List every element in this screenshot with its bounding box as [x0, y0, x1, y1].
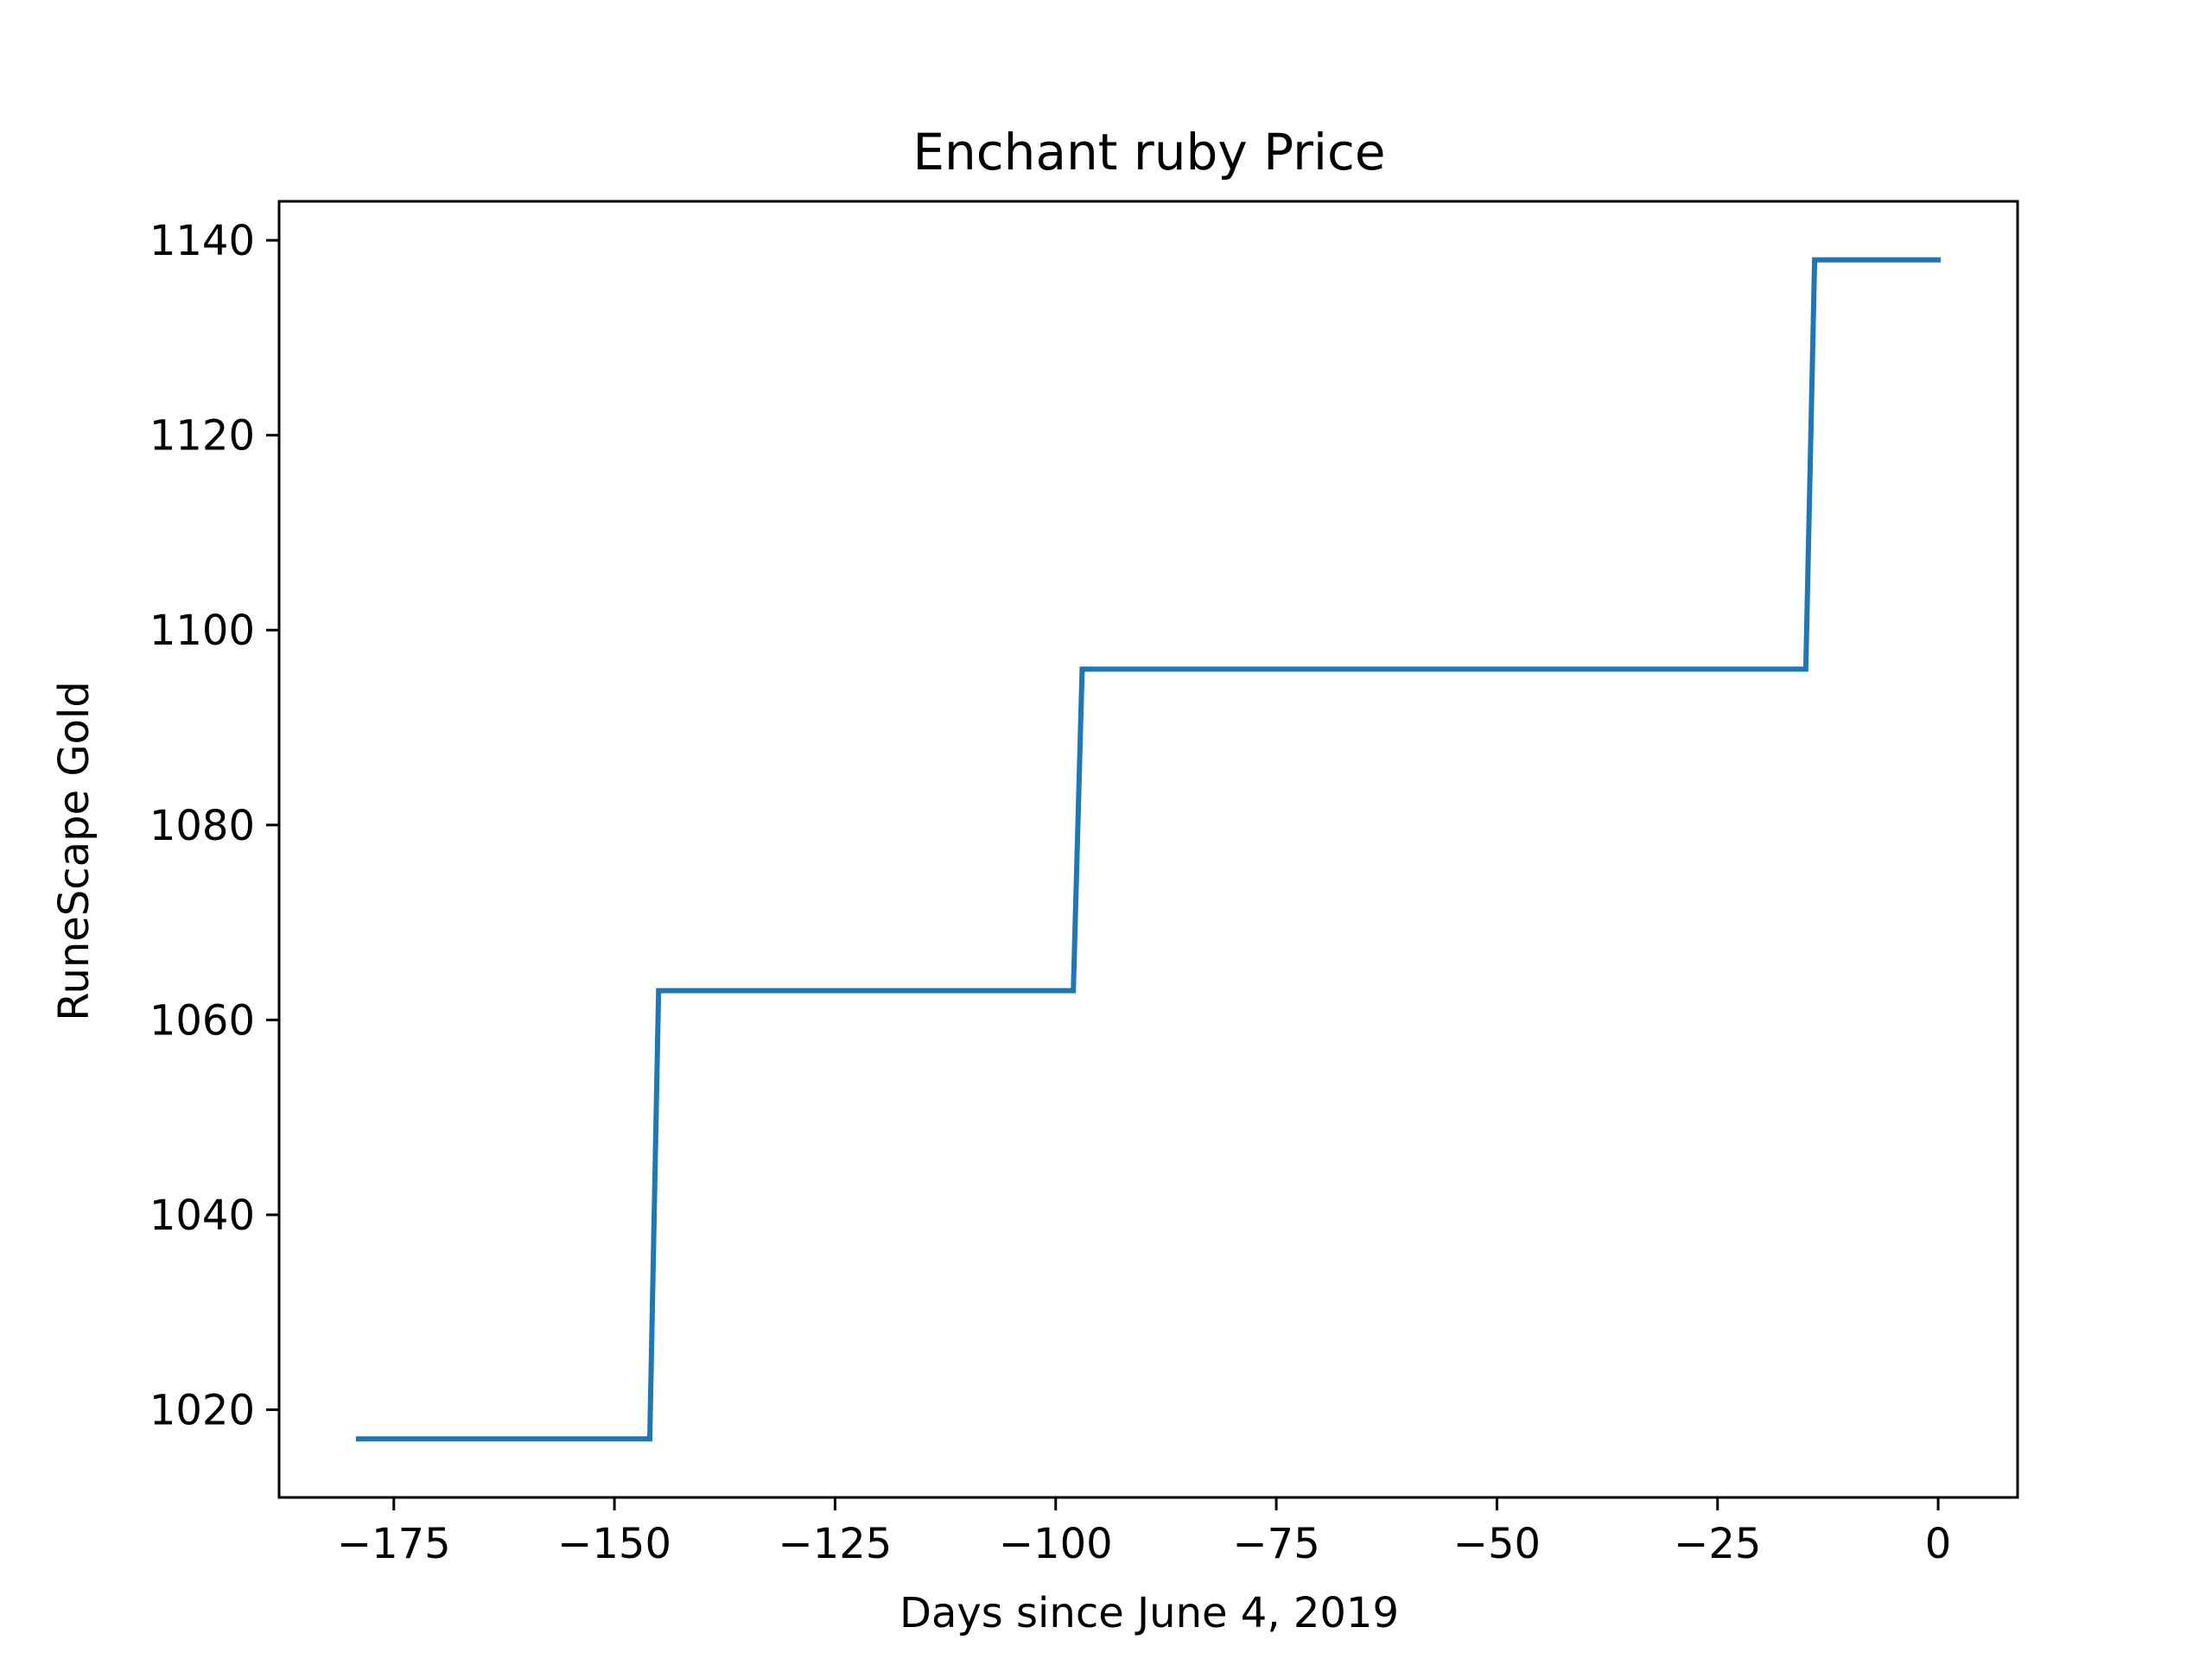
axes-frame [277, 200, 2019, 1499]
x-tick-label: −125 [779, 1520, 893, 1568]
x-tick-label: 0 [1925, 1520, 1952, 1568]
y-tick-label: 1040 [149, 1192, 255, 1240]
plot-area [355, 257, 1942, 1442]
y-tick-label: 1080 [149, 802, 255, 850]
y-axis: 1020 1040 1060 1080 1100 1120 1140 [149, 217, 279, 1434]
y-tick-label: 1060 [149, 996, 255, 1045]
x-tick-label: −100 [999, 1520, 1113, 1568]
y-tick-label: 1100 [149, 607, 255, 655]
x-axis-label: Days since June 4, 2019 [899, 1589, 1399, 1637]
chart-title: Enchant ruby Price [912, 123, 1385, 181]
y-tick-label: 1140 [149, 217, 255, 265]
x-tick-label: −25 [1674, 1520, 1761, 1568]
x-tick-label: −75 [1232, 1520, 1319, 1568]
y-tick-label: 1020 [149, 1386, 255, 1434]
series-line-0 [355, 257, 1942, 1442]
x-tick-label: −50 [1453, 1520, 1541, 1568]
y-axis-label: RuneScape Gold [50, 681, 99, 1020]
x-tick-label: −150 [557, 1520, 671, 1568]
x-axis: −175 −150 −125 −100 −75 −50 −25 0 [337, 1497, 1952, 1568]
x-tick-label: −175 [337, 1520, 451, 1568]
y-tick-label: 1120 [149, 412, 255, 461]
